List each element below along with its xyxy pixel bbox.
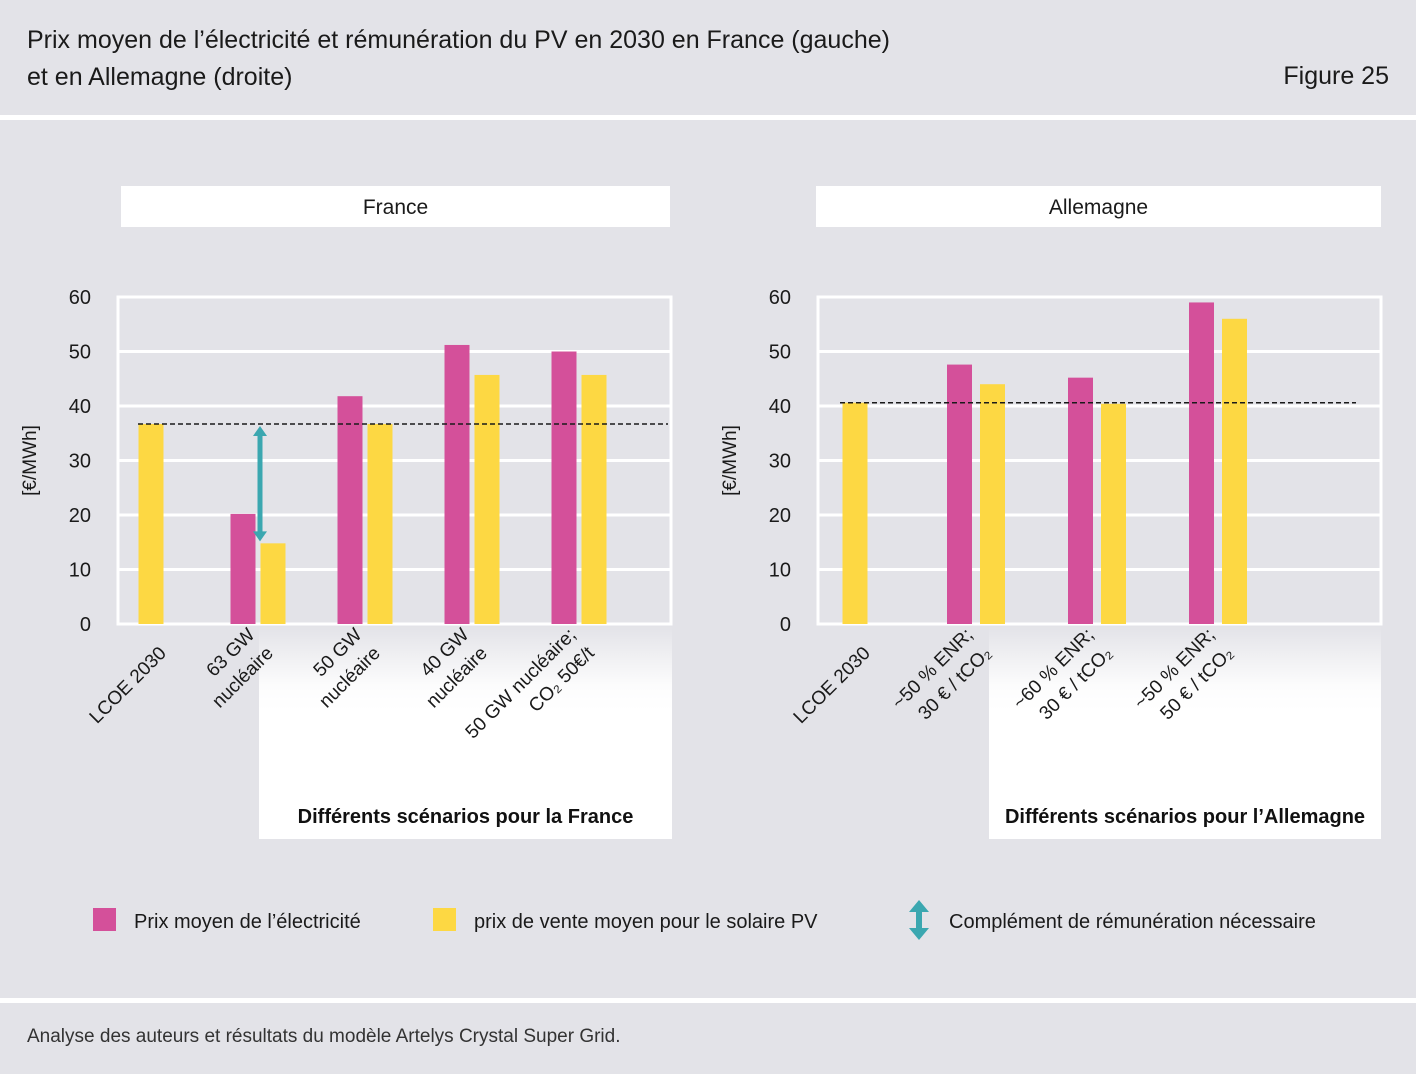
y-tick-label: 0 xyxy=(780,614,791,636)
arrow-head-down xyxy=(253,531,267,542)
title-line-1: Prix moyen de l’électricité et rémunérat… xyxy=(27,26,890,54)
bar-price xyxy=(1189,302,1214,624)
bar-pv xyxy=(474,374,500,624)
legend-swatch-price xyxy=(93,908,116,931)
y-tick-label: 30 xyxy=(69,451,91,473)
x-tick-label-line: LCOE 2030 xyxy=(86,643,171,728)
bar-price xyxy=(1068,377,1093,624)
arrow-head-up xyxy=(253,425,267,436)
y-tick-label: 10 xyxy=(769,560,791,582)
header-divider xyxy=(0,115,1416,120)
legend-label-price: Prix moyen de l’électricité xyxy=(134,911,361,933)
y-tick-label: 50 xyxy=(69,342,91,364)
header: Prix moyen de l’électricité et rémunérat… xyxy=(0,0,1416,115)
chart-panel-allemagne: Allemagne Différents scénarios pour l’All… xyxy=(720,186,1383,839)
bar-pv xyxy=(367,423,393,624)
bar-pv xyxy=(260,543,286,624)
panel-title: Allemagne xyxy=(1049,196,1148,219)
bar-price xyxy=(947,364,972,624)
legend-arrow-down xyxy=(909,928,929,940)
bar-price xyxy=(551,351,577,624)
legend-label-arrow: Complément de rémunération nécessaire xyxy=(949,911,1316,933)
y-tick-label: 60 xyxy=(769,287,791,309)
y-tick-label: 20 xyxy=(69,505,91,527)
y-tick-label: 50 xyxy=(769,342,791,364)
legend-label-pv: prix de vente moyen pour le solaire PV xyxy=(474,911,818,933)
panel-header xyxy=(816,186,1381,227)
footer-divider xyxy=(0,998,1416,1003)
legend: Prix moyen de l’électricité prix de vente… xyxy=(93,900,1316,940)
bar-pv xyxy=(581,374,607,624)
figure-number: Figure 25 xyxy=(1283,62,1389,90)
bar-pv xyxy=(980,384,1005,624)
x-label-box xyxy=(259,626,672,839)
source-note: Analyse des auteurs et résultats du modè… xyxy=(27,1026,621,1047)
x-tick-label: LCOE 2030 xyxy=(86,643,171,728)
panel-title: France xyxy=(363,196,428,219)
y-tick-label: 40 xyxy=(769,396,791,418)
panel-header xyxy=(121,186,670,227)
x-tick-label: ~50 % ENR;30 € / tCO₂ xyxy=(888,625,996,725)
y-tick-label: 60 xyxy=(69,287,91,309)
bar-price xyxy=(444,344,470,624)
y-tick-label: 0 xyxy=(80,614,91,636)
legend-arrow-icon xyxy=(909,900,929,940)
legend-swatch-pv xyxy=(433,908,456,931)
y-tick-label: 20 xyxy=(769,505,791,527)
x-tick-label: LCOE 2030 xyxy=(790,643,875,728)
bar-pv xyxy=(842,402,868,624)
bar-price xyxy=(337,396,363,624)
y-tick-label: 30 xyxy=(769,451,791,473)
x-label-box xyxy=(989,626,1381,839)
x-axis-title: Différents scénarios pour l’Allemagne xyxy=(1005,806,1365,828)
y-tick-label: 40 xyxy=(69,396,91,418)
chart-area: France Différents scénarios pour la Franc… xyxy=(20,186,1383,940)
y-axis-label: [€/MWh] xyxy=(720,425,741,496)
figure-title: Prix moyen de l’électricité et rémunérat… xyxy=(27,22,1127,96)
x-axis-title: Différents scénarios pour la France xyxy=(298,806,634,828)
legend-arrow-up xyxy=(909,900,929,912)
x-tick-label-line: LCOE 2030 xyxy=(790,643,875,728)
y-axis-label: [€/MWh] xyxy=(20,425,41,496)
y-tick-label: 10 xyxy=(69,560,91,582)
bar-price xyxy=(230,513,256,624)
bar-pv xyxy=(1101,403,1126,624)
bar-pv xyxy=(138,423,164,624)
double-arrow xyxy=(253,425,267,542)
bar-pv xyxy=(1222,318,1247,624)
title-line-2: et en Allemagne (droite) xyxy=(27,63,293,91)
chart-panel-france: France Différents scénarios pour la Franc… xyxy=(20,186,673,839)
